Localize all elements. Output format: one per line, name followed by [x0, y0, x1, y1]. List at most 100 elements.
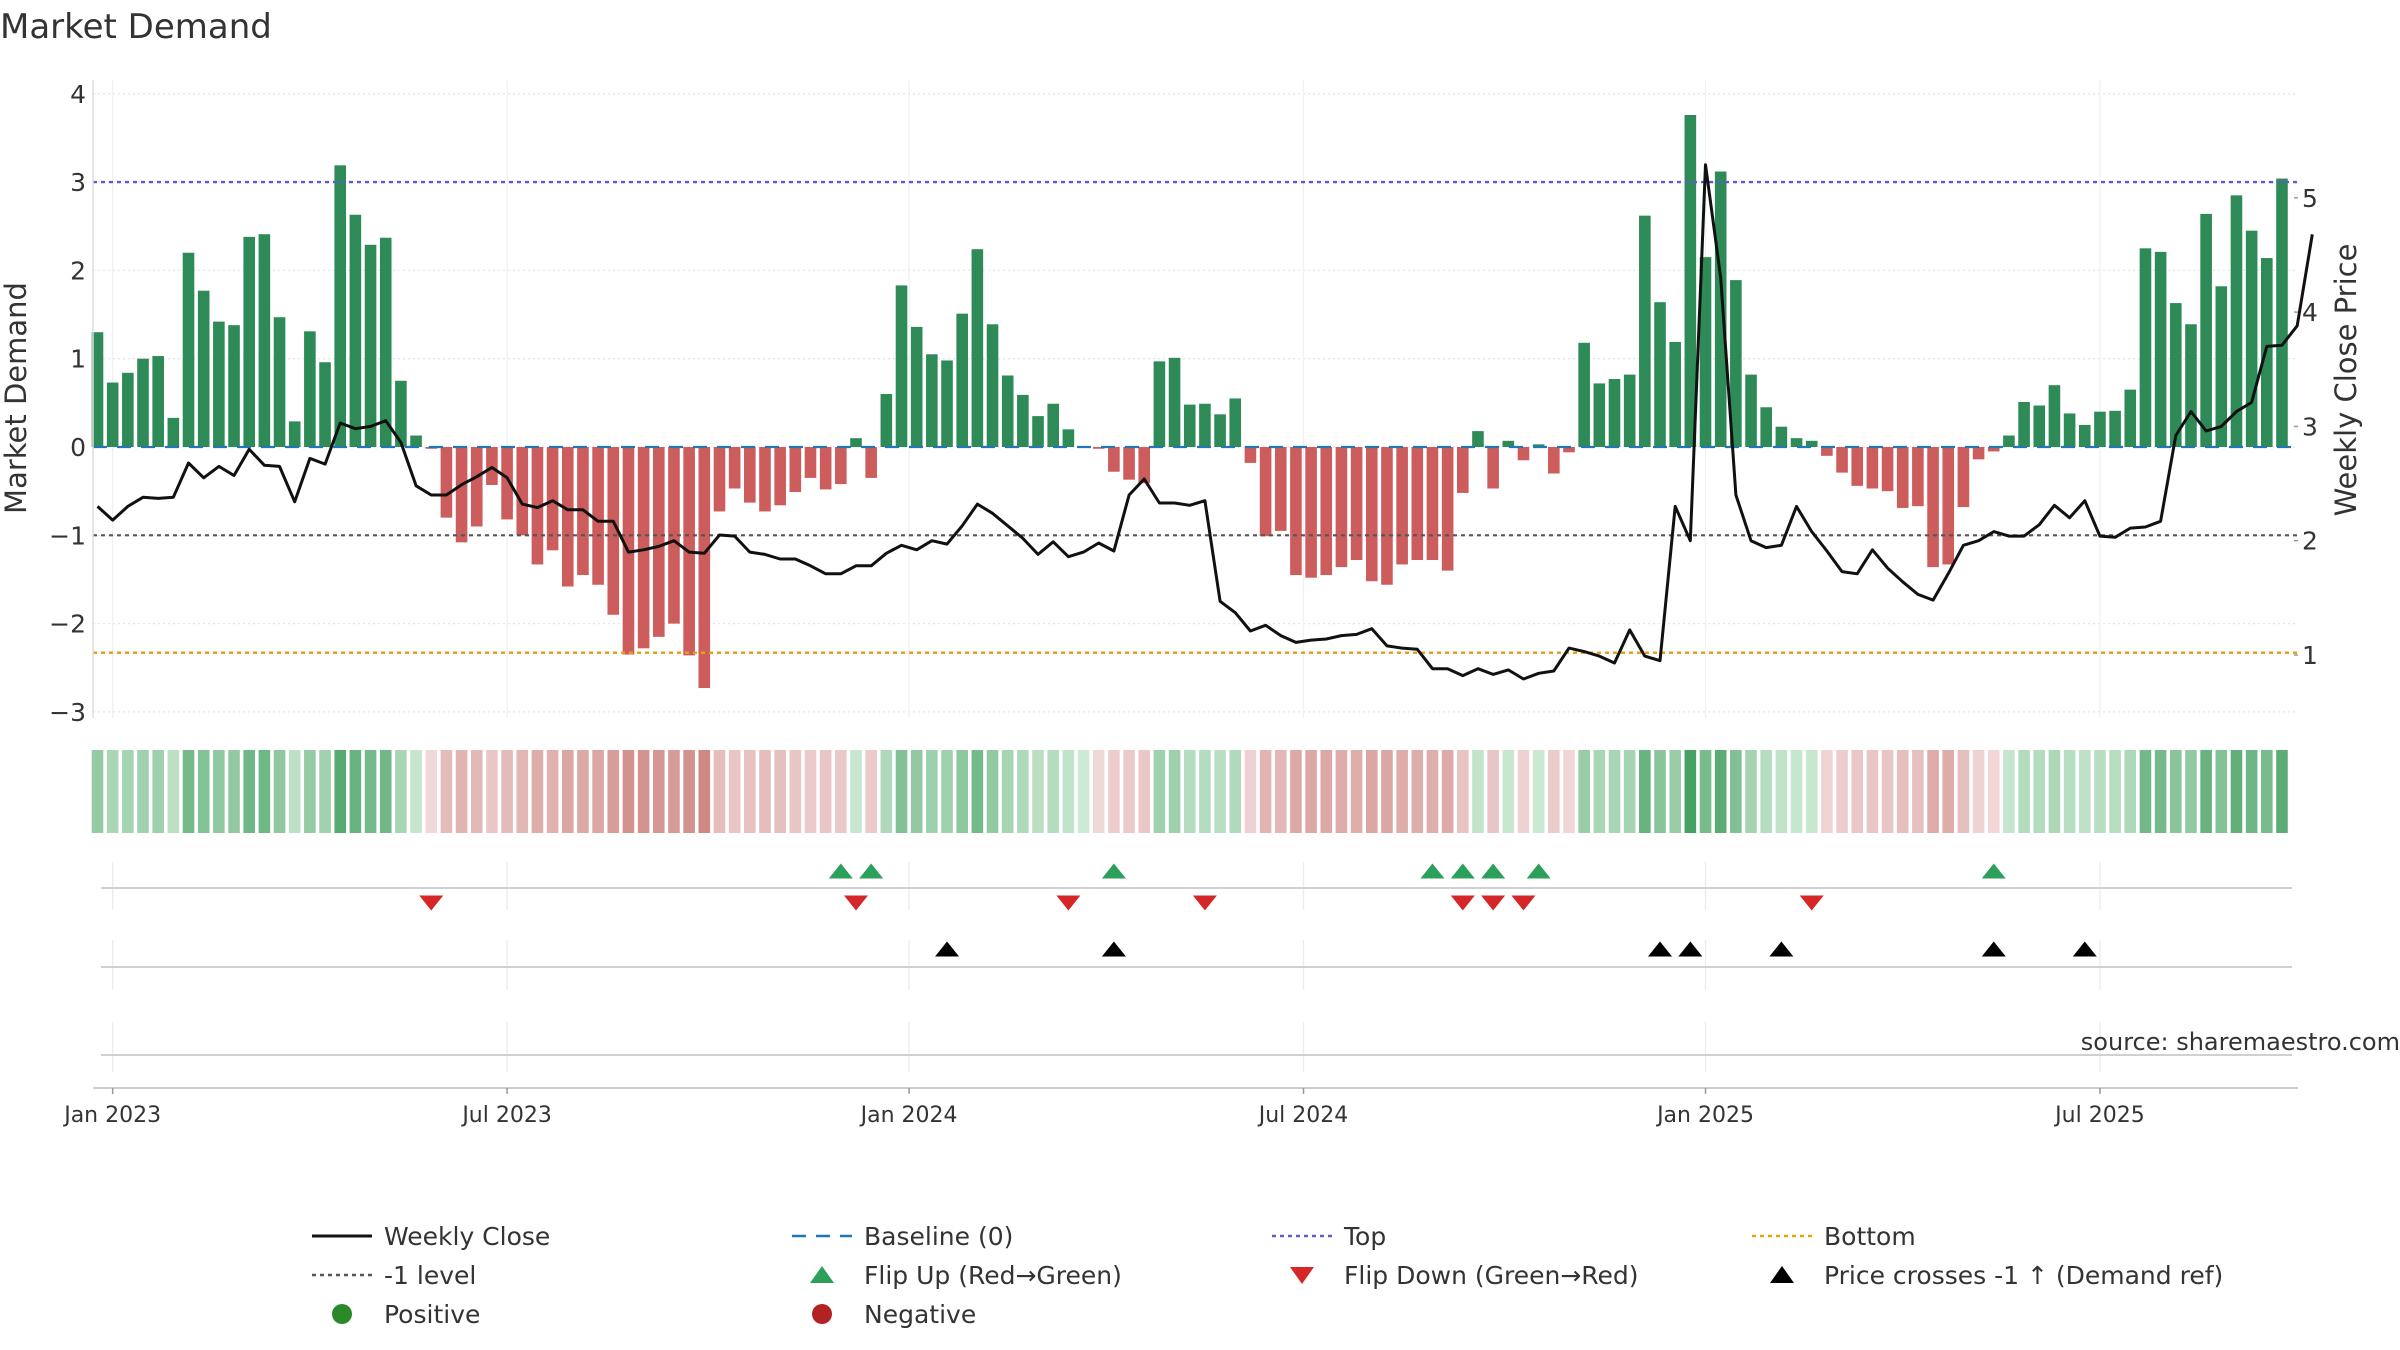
heat-cell-55	[926, 750, 938, 833]
demand-bar-0	[91, 332, 104, 447]
demand-bar-101	[1623, 374, 1636, 447]
flip-down-marker-5	[1481, 895, 1506, 911]
heat-cell-31	[561, 750, 574, 833]
heat-cell-108	[1730, 750, 1742, 833]
heat-cell-86	[1396, 750, 1408, 833]
legend-item-7: Price crosses -1 ↑ (Demand ref)	[1770, 1261, 2223, 1290]
heat-cell-109	[1745, 750, 1757, 833]
heat-cell-65	[1077, 750, 1090, 833]
heat-cell-73	[1199, 750, 1211, 833]
flip-up-marker-0	[828, 863, 853, 879]
heat-cell-70	[1153, 750, 1166, 833]
flip-down-marker-1	[844, 895, 868, 911]
demand-bar-43	[744, 447, 756, 503]
demand-bar-64	[1062, 429, 1075, 447]
flip-up-marker-2	[1101, 863, 1126, 879]
left-tick-7: −3	[49, 698, 86, 727]
price-cross-marker-6	[2072, 941, 2097, 957]
demand-bar-100	[1608, 379, 1621, 447]
demand-bar-132	[2094, 411, 2106, 447]
heat-cell-27	[501, 750, 513, 833]
demand-bar-4	[152, 356, 164, 447]
heat-cell-91	[1472, 750, 1484, 833]
demand-bars	[91, 114, 2288, 689]
legend-symbol-9	[812, 1304, 832, 1324]
demand-bar-29	[531, 447, 544, 565]
heat-cell-96	[1548, 750, 1560, 833]
demand-bar-143	[2261, 258, 2273, 447]
price-cross-markers	[935, 941, 2097, 957]
right-axis-label: Weekly Close Price	[2329, 244, 2363, 517]
heat-cell-52	[880, 750, 893, 833]
demand-bar-118	[1881, 447, 1894, 492]
flip-down-marker-6	[1511, 895, 1536, 911]
flip-down-marker-4	[1450, 895, 1475, 911]
heat-cell-136	[2154, 750, 2167, 833]
demand-bar-91	[1472, 431, 1484, 447]
heat-cell-137	[2169, 750, 2182, 833]
heat-cell-116	[1851, 750, 1864, 833]
x-tick-2: Jan 2024	[859, 1103, 958, 1128]
heat-cell-4	[152, 750, 164, 833]
heat-cell-134	[2124, 750, 2137, 833]
heat-cell-103	[1654, 750, 1666, 833]
heat-cell-94	[1517, 750, 1530, 833]
demand-bar-44	[759, 447, 771, 512]
demand-bar-83	[1350, 447, 1363, 561]
heat-cell-37	[652, 750, 665, 833]
left-tick-1: 3	[70, 168, 86, 197]
demand-bar-133	[2109, 410, 2121, 447]
flip-up-marker-1	[859, 863, 884, 879]
legend-item-3: Bottom	[1752, 1222, 1916, 1251]
flip-down-marker-2	[1056, 895, 1081, 911]
demand-bar-62	[1032, 416, 1044, 447]
demand-bar-128	[2033, 405, 2046, 447]
heat-cell-135	[2139, 750, 2152, 833]
heat-cell-14	[304, 750, 316, 833]
heat-cell-12	[273, 750, 286, 833]
demand-bar-113	[1805, 440, 1818, 447]
demand-bar-139	[2200, 213, 2212, 447]
demand-bar-87	[1411, 447, 1424, 561]
demand-bar-74	[1214, 414, 1226, 447]
heat-cell-101	[1623, 750, 1636, 833]
demand-bar-11	[258, 234, 271, 447]
heat-cell-144	[2276, 750, 2288, 833]
heat-cell-30	[546, 750, 559, 833]
demand-bar-75	[1229, 398, 1242, 447]
demand-bar-90	[1457, 447, 1469, 493]
demand-bar-94	[1517, 447, 1530, 461]
demand-bar-108	[1730, 280, 1742, 447]
demand-bar-84	[1365, 447, 1378, 582]
demand-bar-2	[122, 372, 134, 447]
heat-cell-39	[683, 750, 695, 833]
heat-cell-138	[2185, 750, 2197, 833]
demand-bar-86	[1396, 447, 1408, 565]
heat-cell-141	[2230, 750, 2243, 833]
heat-cell-105	[1684, 750, 1697, 833]
heat-cell-97	[1563, 750, 1575, 833]
demand-bar-33	[592, 447, 604, 585]
demand-bar-12	[273, 317, 286, 447]
flip-down-marker-3	[1192, 895, 1217, 911]
legend-item-6: Flip Down (Green→Red)	[1290, 1261, 1639, 1290]
demand-bar-89	[1441, 447, 1454, 571]
flip-up-marker-5	[1481, 863, 1506, 879]
heat-cell-68	[1123, 750, 1135, 833]
heat-cell-63	[1047, 750, 1060, 833]
heat-cell-61	[1017, 750, 1029, 833]
demand-bar-109	[1745, 374, 1757, 447]
heat-cell-114	[1821, 750, 1833, 833]
demand-bar-45	[774, 447, 786, 506]
demand-bar-20	[395, 380, 407, 447]
demand-bar-137	[2169, 303, 2182, 447]
heat-cell-51	[865, 750, 877, 833]
heat-cell-74	[1214, 750, 1226, 833]
heat-cell-104	[1669, 750, 1681, 833]
legend-label-4: -1 level	[384, 1261, 476, 1290]
demand-bar-6	[182, 252, 195, 447]
heat-cell-127	[2018, 750, 2030, 833]
heat-cell-21	[410, 750, 422, 833]
demand-bar-40	[698, 447, 711, 689]
heat-cell-75	[1229, 750, 1242, 833]
